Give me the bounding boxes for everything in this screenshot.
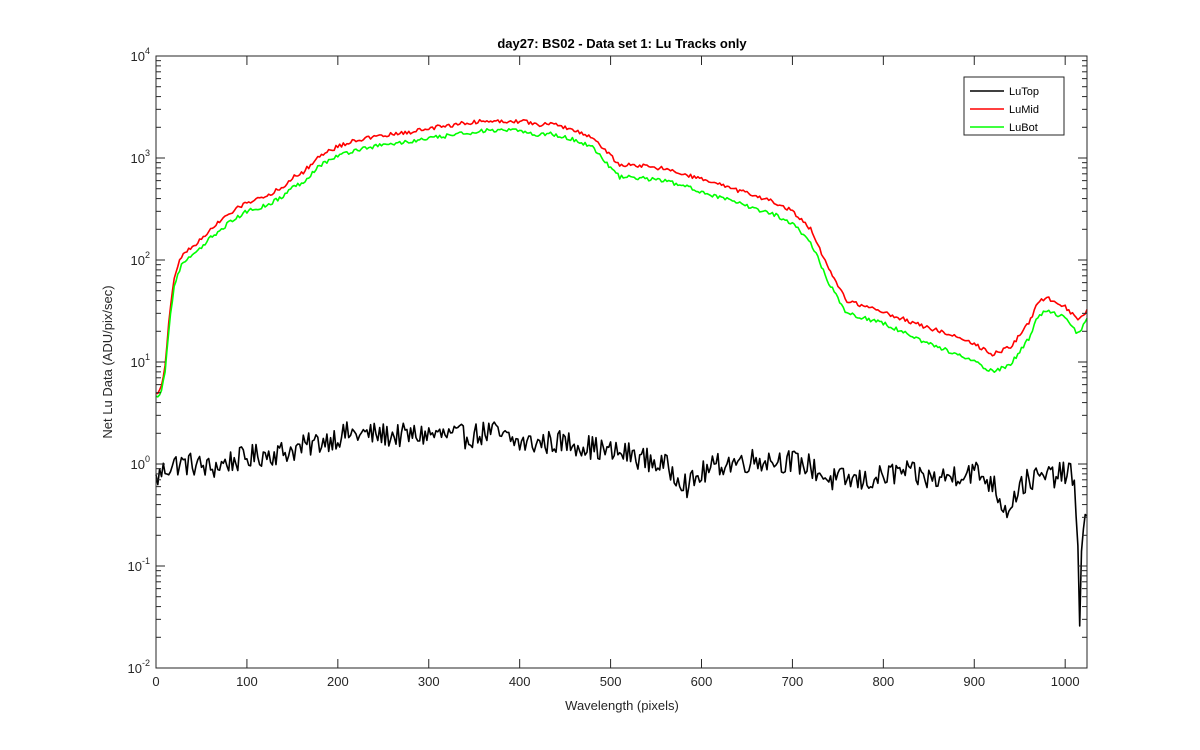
y-axis-label: Net Lu Data (ADU/pix/sec) [100, 285, 115, 438]
y-tick-label: 10-2 [128, 658, 150, 676]
y-tick-exponent: 1 [145, 352, 150, 362]
y-tick-exponent: -2 [142, 658, 150, 668]
series-line-lubot [155, 128, 1088, 398]
chart-title: day27: BS02 - Data set 1: Lu Tracks only [497, 36, 747, 51]
y-tick-exponent: 2 [145, 250, 150, 260]
legend-label: LuBot [1009, 122, 1038, 134]
legend-label: LuMid [1009, 104, 1039, 116]
x-tick-label: 300 [418, 674, 440, 689]
x-tick-label: 800 [872, 674, 894, 689]
y-tick-exponent: 0 [145, 454, 150, 464]
y-tick-label: 101 [131, 352, 150, 370]
series-layer [155, 118, 1088, 627]
y-tick-base: 10 [131, 151, 145, 166]
x-tick-label: 700 [782, 674, 804, 689]
y-tick-base: 10 [128, 559, 142, 574]
y-tick-label: 100 [131, 454, 150, 472]
y-tick-label: 103 [131, 148, 150, 166]
legend: LuTop LuMid LuBot [963, 76, 1065, 136]
y-tick-base: 10 [131, 355, 145, 370]
series-line-lumid [155, 118, 1088, 395]
x-tick-label: 200 [327, 674, 349, 689]
x-tick-label: 1000 [1051, 674, 1080, 689]
legend-items: LuTop LuMid LuBot [970, 86, 1039, 134]
tick-layer: 0 100 200 300 400 500 600 700 800 900 100010-210-1… [128, 46, 1087, 689]
y-tick-label: 104 [131, 46, 150, 64]
y-tick-base: 10 [131, 49, 145, 64]
x-tick-label: 0 [152, 674, 159, 689]
y-tick-label: 10-1 [128, 556, 150, 574]
y-tick-base: 10 [131, 457, 145, 472]
legend-label: LuTop [1009, 86, 1039, 98]
x-tick-label: 900 [963, 674, 985, 689]
series-line-lutop [155, 421, 1088, 627]
x-axis-label: Wavelength (pixels) [565, 698, 679, 713]
y-tick-exponent: -1 [142, 556, 150, 566]
y-tick-base: 10 [131, 253, 145, 268]
x-tick-label: 100 [236, 674, 258, 689]
y-tick-label: 102 [131, 250, 150, 268]
y-tick-exponent: 3 [145, 148, 150, 158]
legend-box [963, 76, 1065, 136]
x-tick-label: 500 [600, 674, 622, 689]
plot-area: 0 100 200 300 400 500 600 700 800 900 100010-210-1… [128, 46, 1088, 689]
y-tick-base: 10 [128, 661, 142, 676]
y-tick-exponent: 4 [145, 46, 150, 56]
axes-background [156, 56, 1087, 668]
x-tick-label: 400 [509, 674, 531, 689]
x-tick-label: 600 [691, 674, 713, 689]
